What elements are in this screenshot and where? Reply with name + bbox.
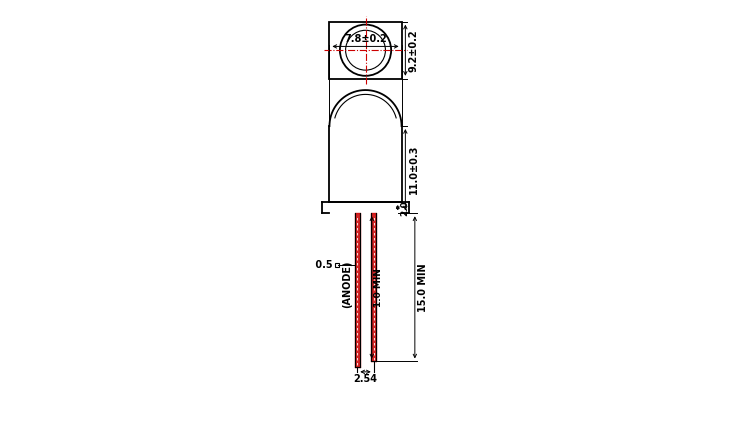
Bar bbox=[334, 263, 339, 267]
Text: 1.0 MIN: 1.0 MIN bbox=[374, 268, 383, 307]
Text: 2.54: 2.54 bbox=[353, 374, 377, 384]
Text: 11.0±0.3: 11.0±0.3 bbox=[409, 145, 419, 195]
Bar bbox=[329, 22, 401, 79]
Text: 9.2±0.2: 9.2±0.2 bbox=[409, 29, 419, 71]
Text: 15.0 MIN: 15.0 MIN bbox=[419, 263, 428, 312]
Text: 0.5: 0.5 bbox=[313, 260, 333, 269]
Text: 2.0: 2.0 bbox=[400, 200, 409, 216]
Text: (ANODE): (ANODE) bbox=[342, 261, 352, 308]
Text: 7.8±0.2: 7.8±0.2 bbox=[344, 34, 387, 44]
